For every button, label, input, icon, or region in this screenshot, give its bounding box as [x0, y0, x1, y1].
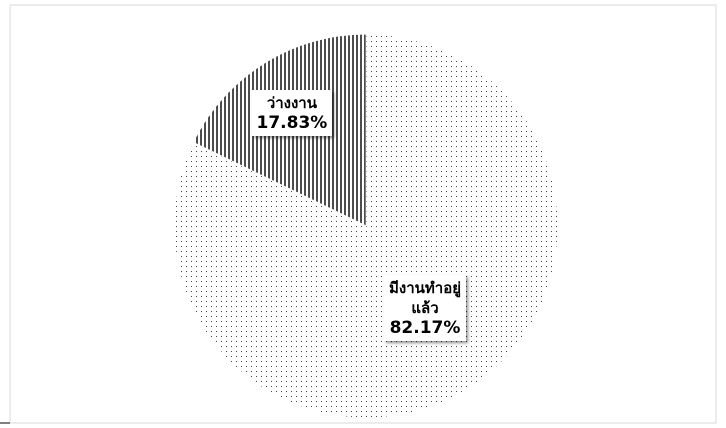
value-label: 17.83%: [256, 113, 328, 133]
value-label: 82.17%: [389, 318, 461, 338]
category-label: มีงานทำอยู่ แล้ว: [389, 279, 461, 317]
data-label: มีงานทำอยู่ แล้ว 82.17%: [384, 275, 466, 341]
category-label: ว่างงาน: [266, 94, 317, 112]
data-label: ว่างงาน 17.83%: [251, 90, 333, 136]
